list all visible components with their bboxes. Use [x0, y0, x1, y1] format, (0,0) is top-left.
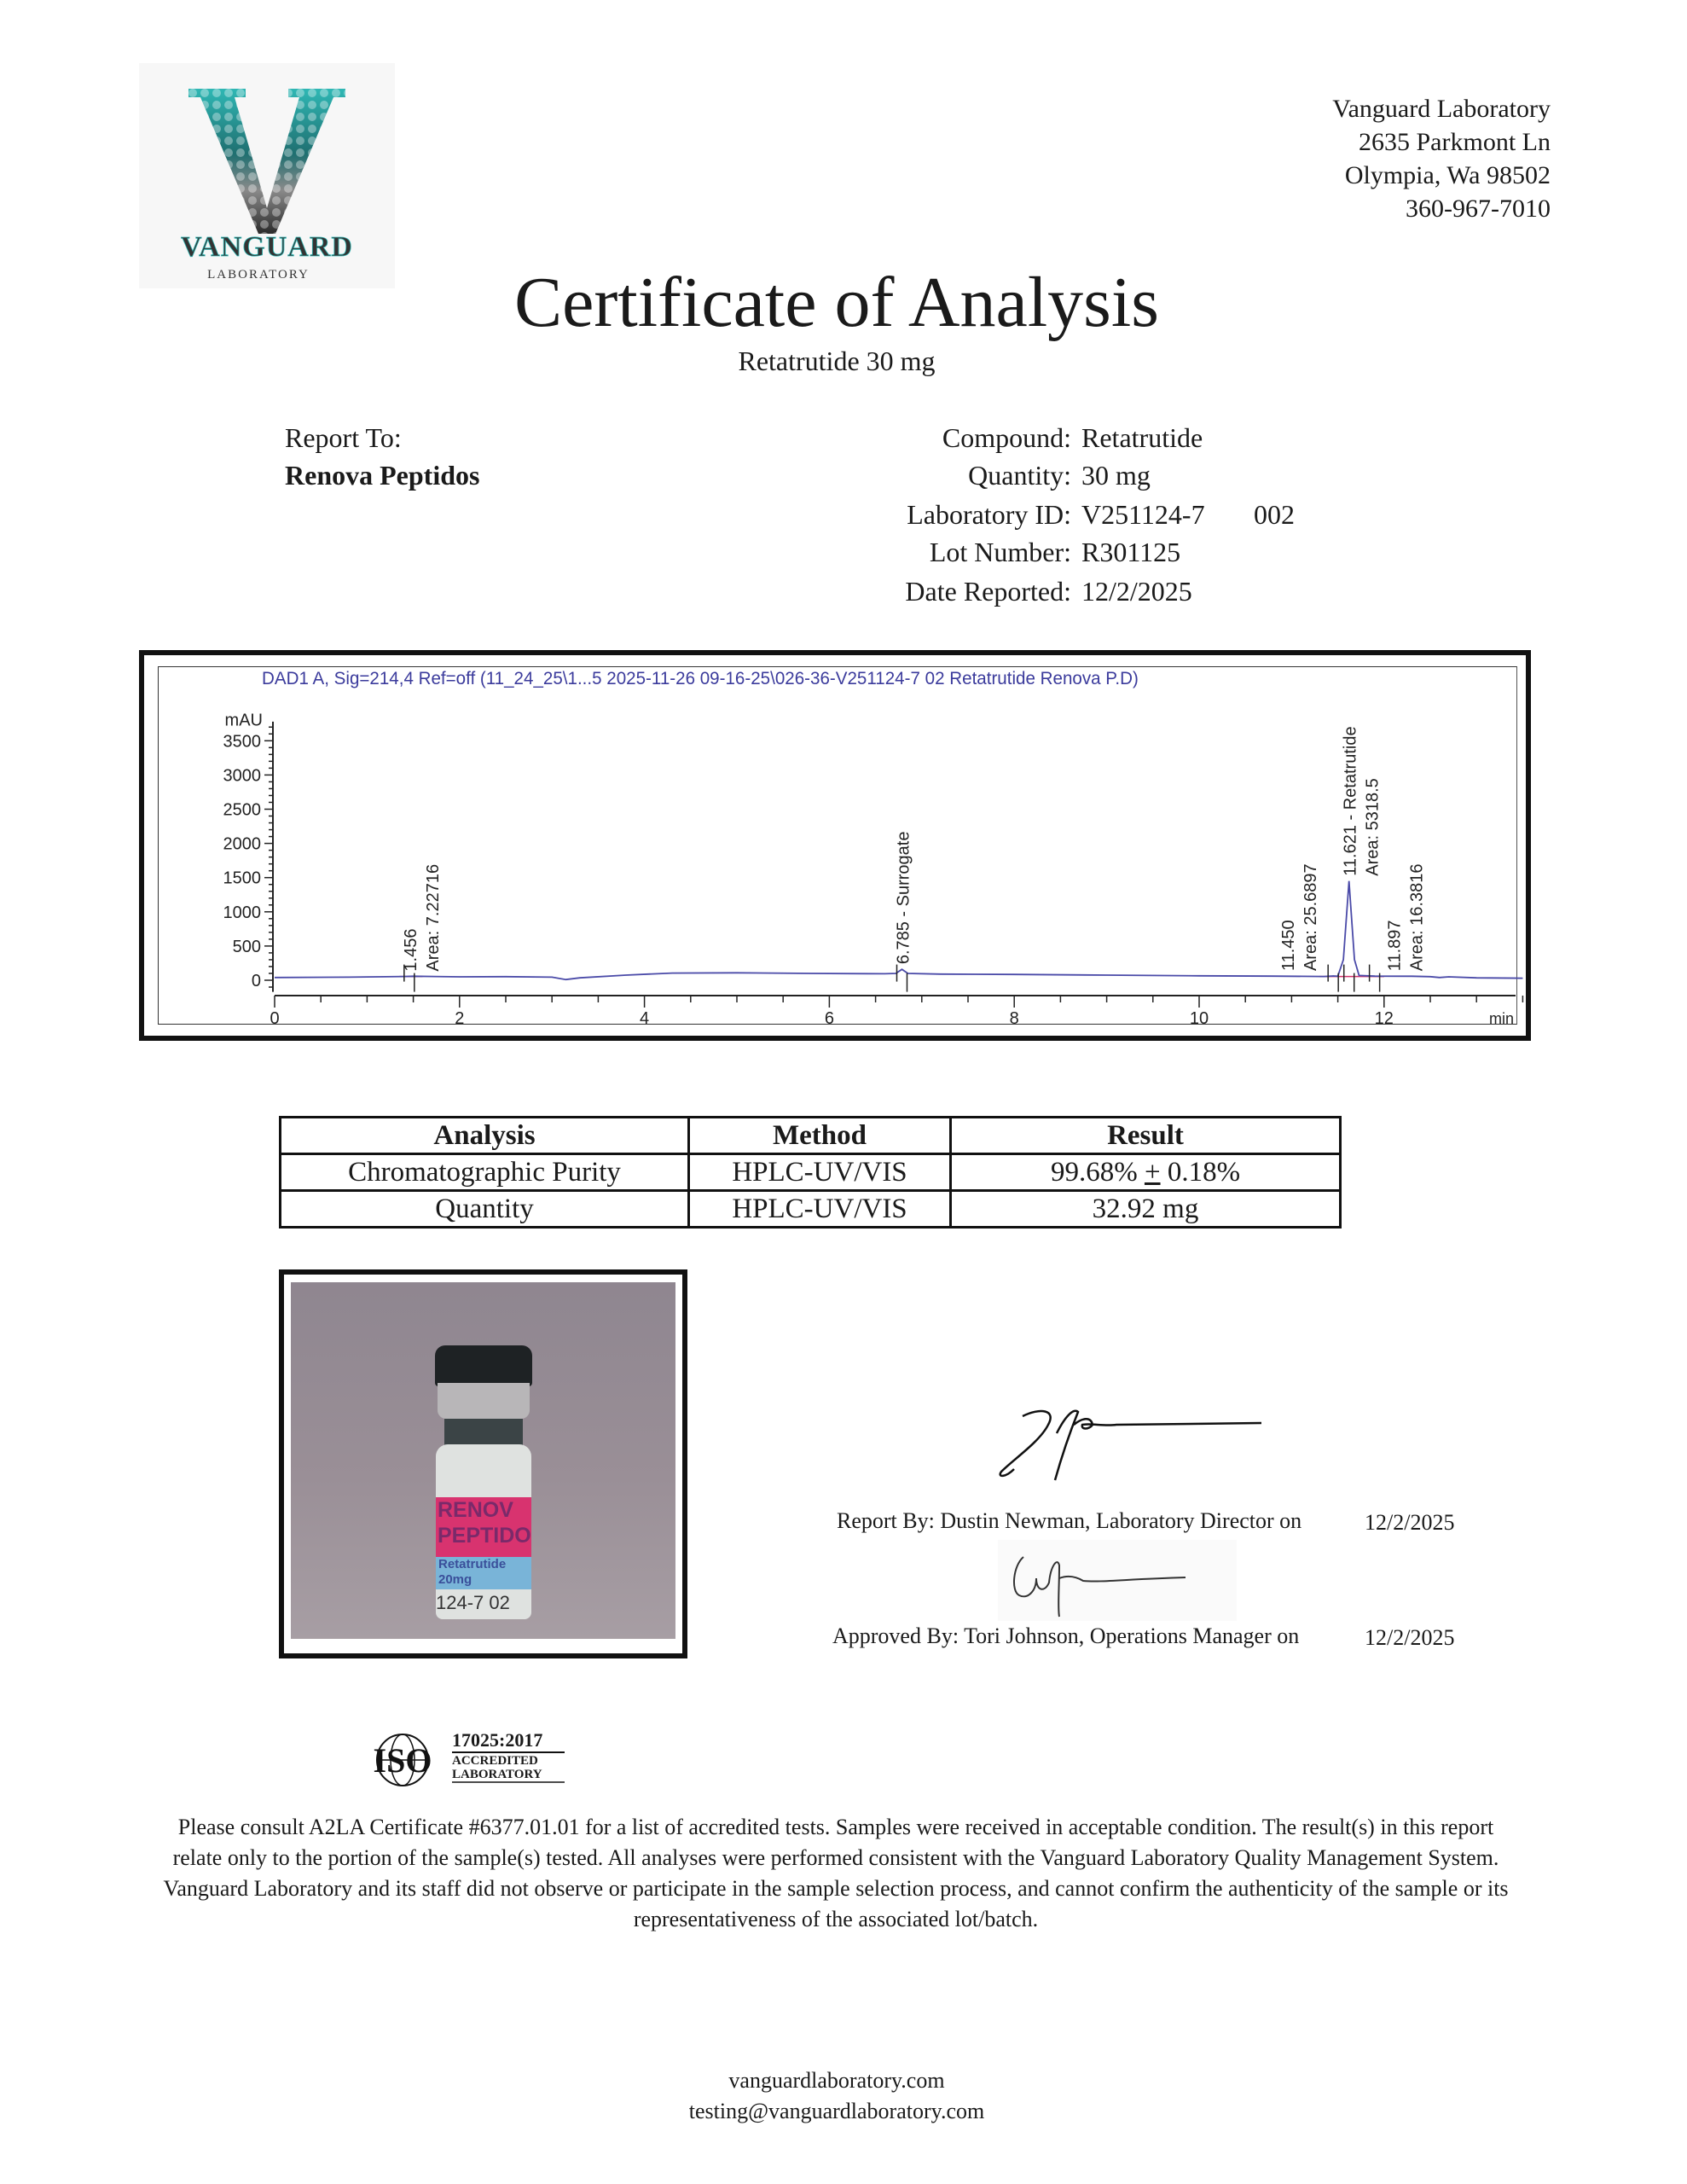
vial-body: RENOV PEPTIDO Retatrutide 20mg 124-7 02 [436, 1444, 531, 1619]
vial-crimp [438, 1383, 530, 1419]
report-to-label: Report To: [285, 422, 402, 453]
cell-method: HPLC-UV/VIS [687, 1153, 952, 1192]
y-tick-label: 1500 [223, 869, 262, 888]
header-analysis: Analysis [279, 1116, 690, 1155]
signature-tori-johnson [998, 1540, 1237, 1621]
globe-icon: ISO [374, 1734, 565, 1786]
y-tick-label: 500 [233, 938, 261, 956]
cell-result: 99.68% + 0.18% [949, 1153, 1342, 1192]
peak-area-label: Area: 16.3816 [1408, 864, 1427, 972]
iso-accreditation-logo: ISO 17025:2017 ACCREDITED LABORATORY [367, 1729, 571, 1789]
peak-rt-label: 6.785 - Surrogate [894, 832, 913, 965]
peak-area-label: Area: 5318.5 [1364, 778, 1383, 876]
y-tick-label: 2000 [223, 835, 262, 854]
x-tick-label: 4 [640, 1009, 649, 1028]
chromatogram-plot: 0 500 1000 1500 2000 2500 3000 3500 mAU 0 2 4 6 8 10 12… [223, 711, 1524, 1028]
peak-rt-label: 11.450 [1279, 920, 1298, 971]
vial-handwritten-id: 124-7 02 [436, 1592, 510, 1613]
chromatogram-title: DAD1 A, Sig=214,4 Ref=off (11_24_25\1...… [262, 669, 1139, 688]
x-tick-label: 6 [825, 1009, 834, 1028]
page-subtitle: Retatrutide 30 mg [738, 346, 936, 376]
peak-rt-label: 1.456 [402, 929, 420, 972]
lab-phone: 360-967-7010 [1406, 195, 1551, 223]
lab-name: Vanguard Laboratory [1332, 95, 1551, 123]
logo-v-icon: VANGUARD LABORATORY [181, 89, 353, 282]
header-method: Method [687, 1116, 952, 1155]
x-tick-label: 10 [1190, 1009, 1209, 1028]
table-row: Chromatographic Purity HPLC-UV/VIS 99.68… [279, 1153, 1342, 1192]
vanguard-logo: VANGUARD LABORATORY [139, 63, 395, 288]
header-result: Result [949, 1116, 1342, 1155]
cell-method: HPLC-UV/VIS [687, 1189, 952, 1228]
sample-photo: RENOV PEPTIDO Retatrutide 20mg 124-7 02 [279, 1269, 687, 1658]
report-by-date: 12/2/2025 [1365, 1510, 1455, 1535]
peak-area-label: Area: 25.6897 [1301, 863, 1320, 971]
chromatogram: DAD1 A, Sig=214,4 Ref=off (11_24_25\1...… [139, 650, 1531, 1041]
vial-cap [435, 1345, 532, 1386]
report-to-client: Renova Peptidos [285, 460, 480, 491]
peak-rt-label: 11.621 - Retatrutide [1342, 726, 1360, 875]
peak-area-label: Area: 7.22716 [424, 864, 443, 972]
x-tick-label: 8 [1010, 1009, 1019, 1028]
cell-result: 32.92 mg [949, 1189, 1342, 1228]
logo-word: VANGUARD [181, 231, 353, 263]
y-tick-label: 3000 [223, 766, 262, 785]
cell-analysis: Chromatographic Purity [279, 1153, 690, 1192]
iso-standard: 17025:2017 [452, 1729, 543, 1751]
y-axis-label: mAU [225, 711, 263, 729]
page-title: Certificate of Analysis [514, 263, 1159, 342]
lab-city: Olympia, Wa 98502 [1344, 161, 1551, 189]
peak-rt-label: 11.897 [1386, 921, 1405, 972]
iso-accredited-text: ACCREDITED LABORATORY [452, 1754, 542, 1781]
y-tick-label: 0 [252, 972, 261, 990]
chromatogram-frame [158, 666, 1517, 1025]
vial-label-pink: RENOV PEPTIDO [436, 1497, 531, 1557]
iso-mark: ISO [374, 1741, 432, 1780]
disclaimer: Please consult A2LA Certificate #6377.01… [163, 1815, 1509, 1931]
signature-dustin-newman [999, 1409, 1262, 1481]
chromatogram-trace [274, 880, 1523, 981]
x-tick-label: 0 [270, 1009, 279, 1028]
logo-sub: LABORATORY [207, 268, 310, 282]
y-tick-label: 2500 [223, 801, 262, 820]
report-by-text: Report By: Dustin Newman, Laboratory Dir… [837, 1508, 1302, 1533]
results-table: Analysis Method Result Chromatographic P… [279, 1116, 1342, 1228]
y-tick-label: 3500 [223, 732, 262, 751]
cell-analysis: Quantity [279, 1189, 690, 1228]
approved-by-date: 12/2/2025 [1365, 1625, 1455, 1650]
x-axis-label: min [1489, 1010, 1514, 1027]
table-header-row: Analysis Method Result [279, 1116, 1342, 1155]
x-tick-label: 12 [1375, 1009, 1394, 1028]
footer-website[interactable]: vanguardlaboratory.com [728, 2068, 945, 2093]
footer-email[interactable]: testing@vanguardlaboratory.com [688, 2099, 985, 2123]
approved-by-text: Approved By: Tori Johnson, Operations Ma… [832, 1623, 1300, 1648]
lab-address: Vanguard Laboratory 2635 Parkmont Ln Oly… [1332, 92, 1551, 225]
table-row: Quantity HPLC-UV/VIS 32.92 mg [279, 1189, 1342, 1228]
lab-street: 2635 Parkmont Ln [1359, 128, 1551, 156]
vial-label-blue: Retatrutide 20mg [436, 1557, 531, 1589]
x-tick-label: 2 [455, 1009, 464, 1028]
y-tick-label: 1000 [223, 903, 262, 922]
